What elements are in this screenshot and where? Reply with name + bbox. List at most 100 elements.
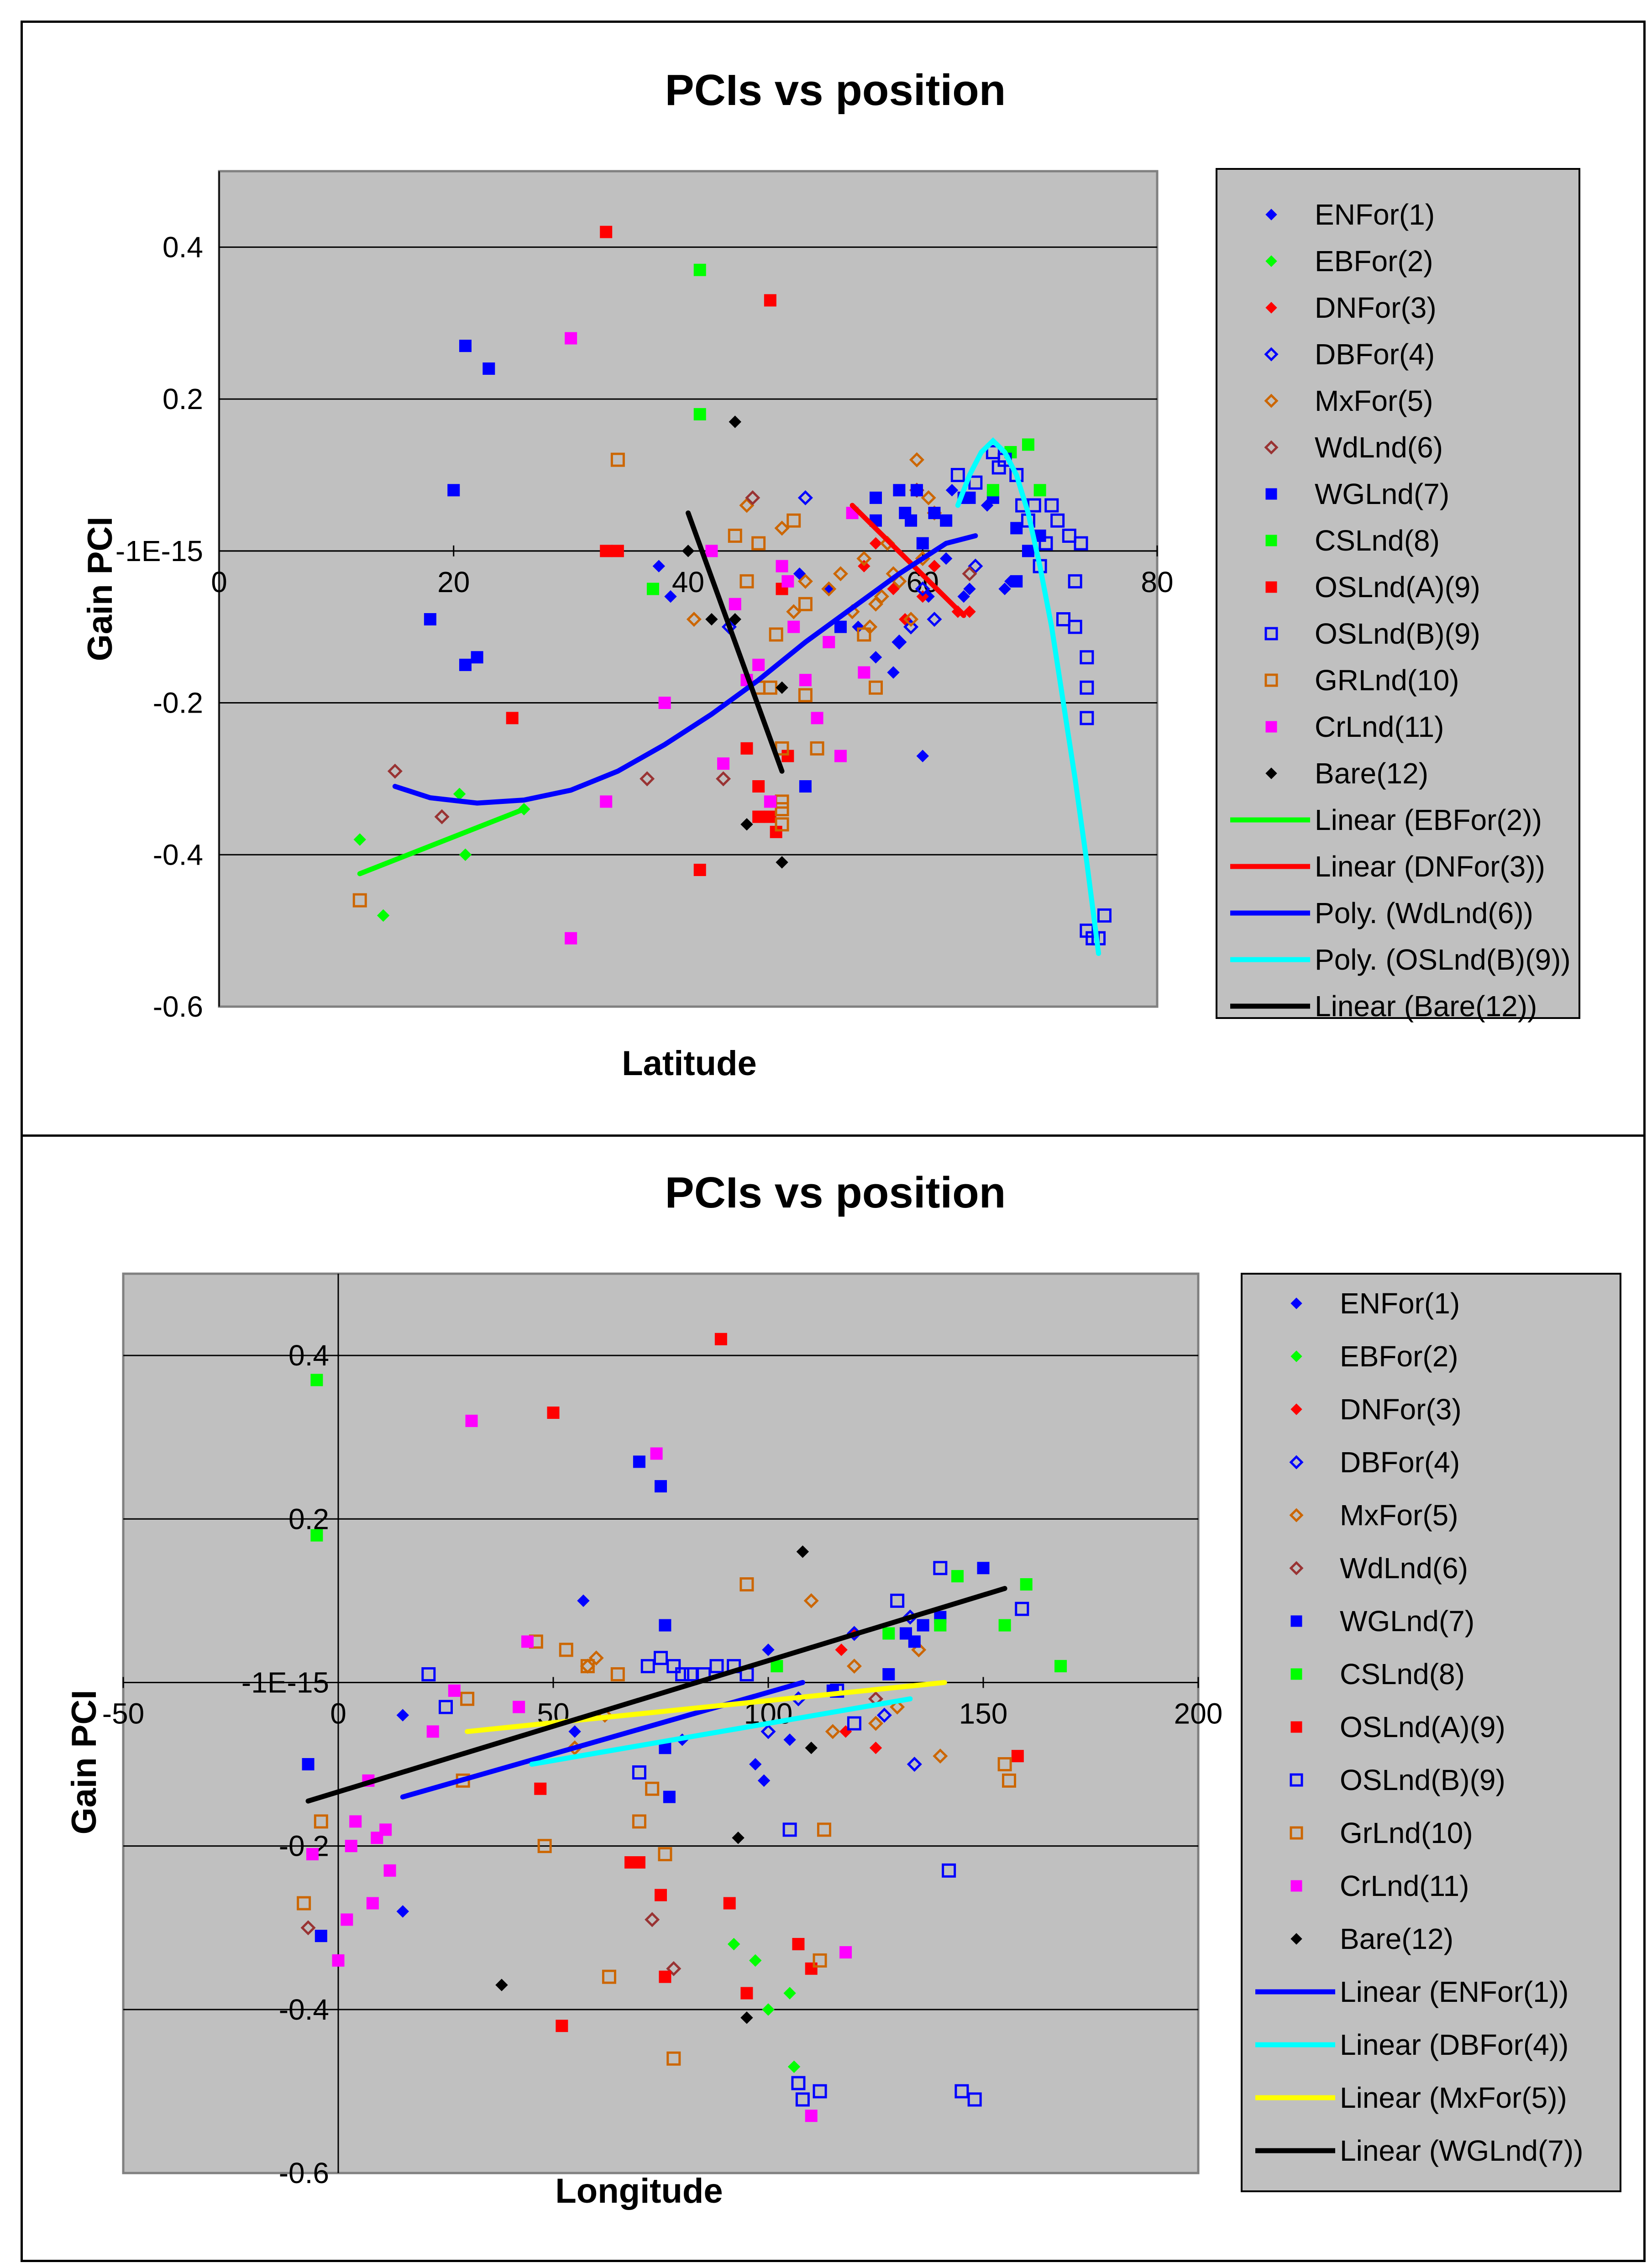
data-point	[633, 1455, 645, 1468]
data-point	[610, 452, 625, 467]
data-point	[893, 484, 906, 497]
legend-marker	[1290, 1721, 1302, 1733]
data-point	[915, 581, 930, 597]
data-point	[658, 1847, 672, 1862]
data-point	[1015, 1601, 1029, 1616]
legend-entry: GRLnd(10)	[1264, 664, 1459, 697]
data-point	[577, 1594, 590, 1607]
legend-entry: GrLnd(10)	[1290, 1816, 1473, 1849]
data-point	[315, 1930, 327, 1942]
data-point	[939, 552, 953, 565]
data-point	[383, 1864, 396, 1877]
data-point	[506, 712, 519, 724]
data-point	[817, 1822, 831, 1837]
data-point	[460, 1691, 475, 1706]
data-point	[300, 1920, 316, 1936]
legend-entry: OSLnd(B)(9)	[1290, 1764, 1505, 1796]
data-point	[745, 490, 760, 505]
x-tick-label: 40	[672, 566, 704, 598]
data-point	[652, 560, 665, 572]
data-point	[1010, 522, 1023, 535]
legend-label: OSLnd(A)(9)	[1340, 1711, 1505, 1743]
data-point	[646, 583, 659, 595]
data-point	[921, 490, 936, 505]
data-point	[580, 1659, 595, 1674]
data-point	[928, 560, 941, 572]
chart-panel-longitude: PCIs vs position 0.4 0.2 -1E-15 -0.2 -0.4 -0.6…	[21, 1134, 1646, 2262]
data-point	[534, 1782, 547, 1795]
data-point	[655, 1889, 667, 1901]
legend-label: OSLnd(A)(9)	[1315, 571, 1480, 604]
data-point	[787, 2060, 801, 2073]
data-point	[869, 651, 882, 664]
legend-entry: MxFor(5)	[1289, 1499, 1458, 1532]
data-point	[951, 1570, 964, 1583]
data-point	[666, 1659, 681, 1674]
legend-entry: WdLnd(6)	[1264, 431, 1443, 464]
data-point	[796, 1545, 809, 1558]
data-point	[933, 1748, 948, 1764]
legend-entry: CSLnd(8)	[1265, 524, 1440, 557]
data-point	[905, 514, 918, 527]
legend-entry: Linear (ENFor(1))	[1255, 1975, 1568, 2008]
data-point	[805, 2110, 818, 2122]
data-point	[991, 460, 1006, 475]
series-ebfor-2	[727, 1937, 801, 2073]
data-point	[658, 697, 671, 709]
legend-entry: Bare(12)	[1265, 757, 1428, 790]
legend-entry: Linear (DBFor(4))	[1255, 2028, 1568, 2061]
data-point	[783, 1987, 796, 2000]
legend-marker	[1265, 767, 1277, 779]
legend-label: DNFor(3)	[1315, 291, 1437, 324]
data-point	[1097, 908, 1112, 923]
data-point	[297, 1896, 311, 1911]
data-point	[1009, 467, 1024, 482]
x-tick-label: 0	[211, 566, 227, 598]
series-crlnd-11	[565, 332, 871, 945]
data-point	[377, 909, 390, 922]
series-cslnd-8	[310, 1374, 1067, 1673]
data-point	[611, 545, 624, 557]
y-axis-label: Gain PCI	[81, 517, 120, 662]
data-point	[797, 490, 813, 505]
legend-marker	[1265, 209, 1277, 220]
data-point	[434, 809, 450, 824]
data-point	[911, 1642, 927, 1658]
data-point	[655, 1480, 667, 1493]
data-point	[1080, 680, 1094, 695]
trendline-linear-ebfor-2	[357, 806, 527, 877]
legend-label: WGLnd(7)	[1315, 478, 1449, 510]
data-point	[664, 590, 677, 603]
legend-marker	[1290, 1615, 1302, 1627]
data-point	[459, 848, 472, 861]
data-point	[775, 817, 789, 832]
data-point	[693, 408, 706, 420]
data-point	[834, 620, 847, 633]
data-point	[1068, 574, 1082, 588]
data-point	[396, 1905, 409, 1918]
data-point	[760, 1724, 776, 1739]
data-point	[764, 795, 776, 808]
data-point	[797, 573, 813, 589]
data-point	[776, 681, 788, 694]
data-point	[928, 507, 941, 520]
data-point	[835, 1643, 848, 1656]
data-point	[426, 1725, 439, 1738]
legend-label: Linear (EBFor(2))	[1315, 803, 1542, 836]
data-point	[799, 780, 812, 793]
data-point	[781, 575, 794, 588]
data-point	[537, 1839, 552, 1853]
data-point	[459, 340, 472, 352]
data-point	[727, 1937, 740, 1951]
data-point	[858, 666, 871, 679]
data-point	[666, 1961, 682, 1976]
data-point	[352, 893, 367, 908]
data-point	[752, 780, 765, 793]
data-point	[306, 1848, 319, 1861]
data-point	[602, 1969, 616, 1984]
data-point	[876, 1707, 892, 1723]
series-bare-12	[682, 415, 788, 869]
legend-label: Linear (DNFor(3))	[1315, 850, 1545, 883]
legend-marker	[1290, 1933, 1302, 1945]
data-point	[868, 1716, 884, 1731]
